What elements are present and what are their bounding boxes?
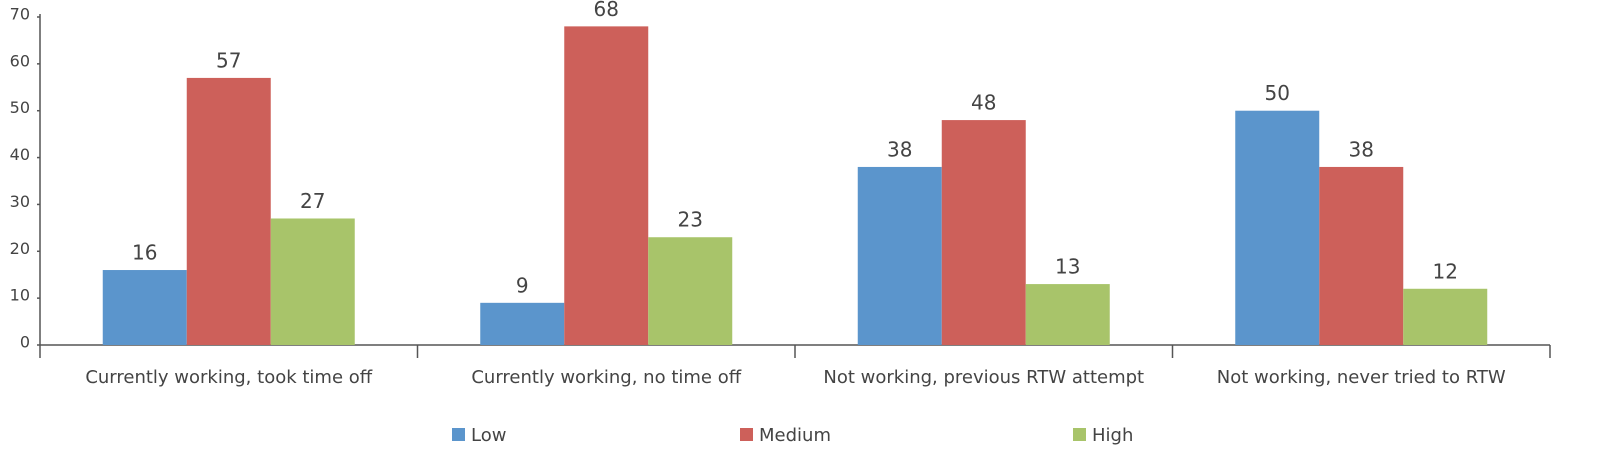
- value-label: 23: [678, 208, 703, 232]
- value-label: 38: [1349, 137, 1374, 161]
- value-label: 13: [1055, 255, 1080, 279]
- y-tick-label: 10: [10, 286, 30, 305]
- legend-label: Medium: [759, 425, 831, 446]
- bar: [1319, 166, 1404, 345]
- y-tick-label: 40: [10, 145, 30, 164]
- value-label: 12: [1433, 259, 1458, 283]
- y-tick-label: 0: [20, 333, 30, 352]
- y-tick-label: 70: [10, 5, 30, 24]
- x-tick-label: Currently working, no time off: [471, 367, 741, 388]
- bar: [270, 218, 355, 345]
- legend-swatch: [1073, 428, 1086, 441]
- bar: [857, 166, 942, 345]
- value-label: 27: [300, 189, 325, 213]
- bar: [648, 237, 733, 345]
- value-label: 48: [971, 91, 996, 115]
- bar: [1235, 110, 1320, 345]
- legend-label: High: [1092, 425, 1133, 446]
- bar: [1403, 288, 1488, 345]
- legend-swatch: [740, 428, 753, 441]
- bar: [186, 77, 271, 346]
- bar: [1025, 284, 1110, 345]
- value-label: 50: [1265, 81, 1290, 105]
- value-label: 68: [594, 0, 619, 21]
- value-label: 38: [887, 137, 912, 161]
- x-tick-label: Currently working, took time off: [85, 367, 372, 388]
- legend-label: Low: [471, 425, 506, 446]
- value-label: 57: [216, 48, 241, 72]
- y-tick-label: 20: [10, 239, 30, 258]
- x-tick-label: Not working, never tried to RTW: [1217, 367, 1506, 388]
- y-tick-label: 50: [10, 98, 30, 117]
- value-label: 9: [516, 273, 529, 297]
- x-tick-label: Not working, previous RTW attempt: [823, 367, 1144, 388]
- legend-swatch: [452, 428, 465, 441]
- bar: [564, 26, 649, 345]
- y-tick-label: 60: [10, 51, 30, 70]
- bar: [480, 302, 565, 345]
- y-tick-label: 30: [10, 192, 30, 211]
- value-label: 16: [132, 241, 157, 265]
- bar: [941, 120, 1026, 345]
- bar: [102, 270, 187, 345]
